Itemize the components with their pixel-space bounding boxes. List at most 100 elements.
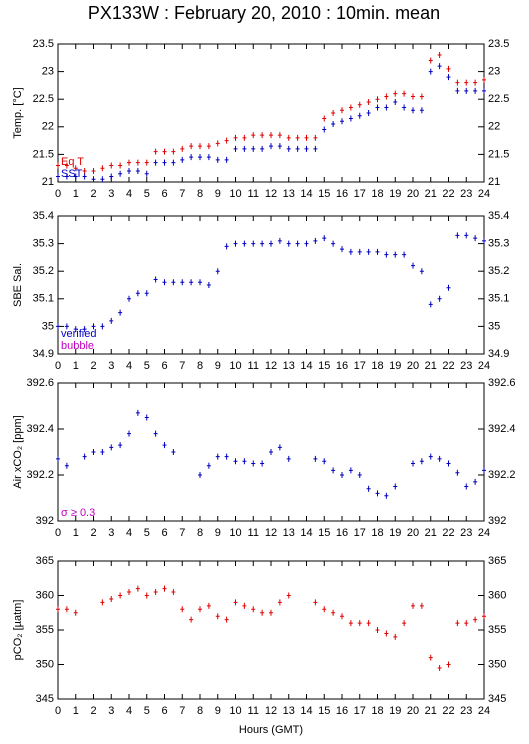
x-tick-label: 14 bbox=[300, 360, 312, 372]
data-point bbox=[82, 453, 87, 460]
data-point bbox=[331, 240, 336, 247]
data-point bbox=[322, 458, 327, 465]
data-point bbox=[286, 592, 291, 599]
data-point bbox=[428, 453, 433, 460]
x-tick-label: 23 bbox=[460, 705, 472, 717]
data-point bbox=[313, 237, 318, 244]
data-point bbox=[251, 240, 256, 247]
y-tick-label: 35.1 bbox=[488, 293, 509, 305]
x-tick-label: 9 bbox=[215, 188, 221, 200]
data-point bbox=[269, 449, 273, 455]
data-point bbox=[464, 79, 469, 86]
y-tick-label: 22 bbox=[488, 121, 500, 133]
data-point bbox=[189, 154, 194, 161]
data-point bbox=[384, 104, 389, 111]
data-point bbox=[224, 156, 229, 163]
data-point bbox=[384, 630, 389, 637]
x-tick-label: 10 bbox=[229, 188, 241, 200]
data-point bbox=[375, 248, 380, 255]
x-tick-label: 23 bbox=[460, 527, 472, 539]
data-point bbox=[482, 613, 486, 620]
x-tick-label: 7 bbox=[179, 527, 185, 539]
data-point bbox=[260, 132, 265, 139]
legend-label: verified bbox=[61, 328, 96, 340]
x-tick-label: 2 bbox=[90, 527, 96, 539]
data-point bbox=[242, 602, 247, 609]
data-point bbox=[162, 585, 167, 592]
y-tick-label: 392.4 bbox=[488, 423, 516, 435]
data-point bbox=[393, 483, 398, 490]
x-tick-label: 9 bbox=[215, 705, 221, 717]
data-point bbox=[64, 323, 69, 330]
data-point bbox=[153, 589, 158, 596]
data-point bbox=[375, 627, 380, 633]
x-tick-label: 12 bbox=[265, 705, 277, 717]
data-point bbox=[402, 104, 407, 111]
y-tick-label: 350 bbox=[488, 658, 506, 670]
data-point bbox=[100, 323, 105, 330]
y-tick-label: 21 bbox=[42, 176, 54, 188]
x-tick-label: 19 bbox=[389, 360, 401, 372]
data-point bbox=[73, 326, 78, 333]
x-tick-label: 7 bbox=[179, 188, 185, 200]
data-point bbox=[322, 126, 327, 133]
x-tick-label: 5 bbox=[144, 527, 150, 539]
data-point bbox=[153, 430, 158, 437]
data-point bbox=[56, 606, 60, 613]
x-tick-label: 20 bbox=[407, 527, 419, 539]
data-point bbox=[313, 455, 318, 462]
data-point bbox=[384, 93, 389, 100]
x-tick-label: 21 bbox=[425, 527, 437, 539]
data-point bbox=[64, 162, 69, 169]
data-point bbox=[269, 240, 273, 247]
data-point bbox=[73, 173, 78, 180]
data-point bbox=[127, 589, 131, 596]
data-point bbox=[135, 290, 140, 297]
data-point bbox=[224, 616, 229, 623]
data-point bbox=[56, 173, 60, 180]
data-point bbox=[100, 449, 105, 455]
y-tick-label: 35.2 bbox=[488, 265, 509, 277]
x-tick-label: 20 bbox=[407, 188, 419, 200]
data-point bbox=[180, 145, 185, 152]
data-point bbox=[419, 107, 424, 114]
data-point bbox=[135, 159, 140, 166]
data-point bbox=[189, 279, 194, 286]
data-point bbox=[206, 462, 211, 469]
y-tick-label: 350 bbox=[36, 658, 54, 670]
data-point bbox=[109, 317, 114, 324]
data-point bbox=[109, 162, 114, 169]
y-axis-label: SBE Sal. bbox=[12, 263, 24, 307]
y-tick-label: 35.4 bbox=[488, 210, 509, 222]
data-point bbox=[100, 176, 105, 183]
x-tick-label: 17 bbox=[354, 705, 366, 717]
data-point bbox=[242, 458, 247, 465]
y-tick-label: 35.3 bbox=[488, 238, 509, 250]
data-point bbox=[180, 606, 185, 613]
y-tick-label: 355 bbox=[36, 624, 54, 636]
data-point bbox=[56, 162, 60, 169]
data-point bbox=[313, 599, 318, 606]
x-tick-label: 19 bbox=[389, 705, 401, 717]
x-tick-label: 0 bbox=[55, 705, 61, 717]
x-tick-label: 0 bbox=[55, 188, 61, 200]
data-point bbox=[162, 279, 167, 286]
y-tick-label: 392.6 bbox=[26, 377, 54, 389]
data-point bbox=[180, 156, 185, 163]
data-point bbox=[366, 248, 371, 255]
y-tick-label: 392 bbox=[488, 515, 506, 527]
y-tick-label: 21 bbox=[488, 176, 500, 188]
data-point bbox=[393, 251, 398, 258]
data-point bbox=[91, 167, 96, 174]
data-point bbox=[153, 159, 158, 166]
data-point bbox=[473, 616, 478, 623]
data-point bbox=[269, 609, 273, 616]
y-tick-label: 360 bbox=[36, 589, 54, 601]
x-tick-label: 24 bbox=[478, 360, 490, 372]
x-tick-label: 5 bbox=[144, 705, 150, 717]
x-tick-label: 21 bbox=[425, 705, 437, 717]
data-point bbox=[127, 430, 131, 437]
data-point bbox=[260, 240, 265, 247]
x-tick-label: 5 bbox=[144, 188, 150, 200]
